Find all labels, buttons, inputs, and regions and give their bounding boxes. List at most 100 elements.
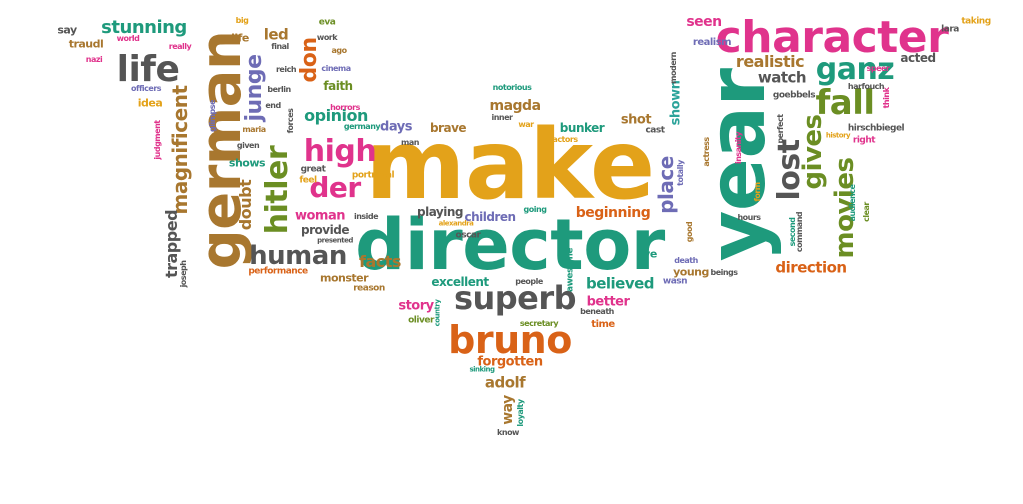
cloud-word-eva: eva bbox=[318, 17, 336, 28]
cloud-word-magda: magda bbox=[489, 98, 541, 114]
cloud-word-shown: shown bbox=[668, 80, 684, 126]
cloud-word-right: right bbox=[852, 135, 876, 146]
cloud-word-faith: faith bbox=[323, 79, 353, 93]
cloud-word-clear: clear bbox=[862, 202, 871, 222]
cloud-word-make: make bbox=[365, 109, 655, 221]
cloud-word-story: story bbox=[398, 298, 434, 314]
cloud-word-hitler: hitler bbox=[260, 145, 295, 235]
cloud-word-joseph: joseph bbox=[179, 260, 188, 288]
cloud-word-bunker: bunker bbox=[559, 121, 605, 135]
cloud-word-think: think bbox=[882, 87, 891, 109]
cloud-word-actors: actors bbox=[552, 135, 578, 144]
cloud-word-taking: taking bbox=[961, 16, 991, 27]
cloud-word-say: say bbox=[57, 23, 77, 37]
cloud-word-man: man bbox=[401, 138, 419, 147]
cloud-word-beneath: beneath bbox=[580, 307, 614, 316]
cloud-word-perfect: perfect bbox=[776, 114, 785, 144]
cloud-word-country: country bbox=[433, 299, 442, 327]
cloud-word-led: led bbox=[263, 25, 289, 44]
cloud-word-der: der bbox=[309, 171, 361, 204]
cloud-word-really: really bbox=[168, 42, 192, 51]
cloud-word-wasn: wasn bbox=[662, 276, 688, 287]
cloud-word-watch: watch bbox=[757, 68, 807, 87]
cloud-word-seen: seen bbox=[686, 14, 722, 30]
cloud-word-cinema: cinema bbox=[321, 64, 351, 73]
cloud-word-traudl: traudl bbox=[68, 37, 104, 51]
cloud-word-war: war bbox=[518, 120, 534, 129]
cloud-word-final: final bbox=[271, 42, 289, 51]
cloud-word-performance: performance bbox=[248, 266, 308, 277]
cloud-word-forgotten: forgotten bbox=[477, 354, 543, 370]
cloud-word-human: human bbox=[249, 241, 347, 271]
cloud-word-place: place bbox=[654, 156, 678, 214]
cloud-word-germany: germany bbox=[343, 122, 381, 131]
cloud-word-form: form bbox=[753, 182, 762, 202]
cloud-word-monster: monster bbox=[319, 271, 369, 285]
cloud-word-adolf: adolf bbox=[484, 373, 526, 392]
cloud-word-trapped: trapped bbox=[162, 209, 181, 279]
cloud-word-horrors: horrors bbox=[330, 103, 360, 112]
cloud-word-way: way bbox=[500, 395, 516, 425]
cloud-word-given: given bbox=[236, 141, 260, 150]
cloud-word-hirschbiegel: hirschbiegel bbox=[847, 123, 905, 134]
cloud-word-stunning: stunning bbox=[101, 17, 187, 38]
cloud-word-direction: direction bbox=[775, 258, 847, 277]
cloud-word-nazi: nazi bbox=[85, 55, 103, 64]
cloud-word-shot: shot bbox=[620, 112, 652, 128]
cloud-word-character: character bbox=[715, 12, 949, 63]
cloud-word-totally: totally bbox=[676, 160, 685, 186]
cloud-word-young: young bbox=[673, 265, 709, 279]
cloud-word-loyalty: loyalty bbox=[516, 399, 525, 427]
cloud-word-awesome: awesome bbox=[565, 247, 576, 293]
cloud-word-actress: actress bbox=[702, 137, 711, 167]
cloud-word-history: history bbox=[825, 131, 851, 140]
cloud-word-magnificent: magnificent bbox=[168, 85, 192, 215]
cloud-word-presented: presented bbox=[317, 236, 353, 245]
cloud-word-audience: audience bbox=[848, 184, 857, 222]
cloud-word-reich: reich bbox=[275, 65, 297, 74]
cloud-word-brave: brave bbox=[429, 121, 467, 135]
cloud-word-officers: officers bbox=[130, 84, 162, 93]
cloud-word-time: time bbox=[591, 319, 615, 330]
cloud-word-cast: cast bbox=[645, 125, 665, 136]
cloud-word-portrayal: portrayal bbox=[351, 170, 395, 181]
cloud-word-realistic: realistic bbox=[735, 52, 805, 71]
cloud-word-big: big bbox=[235, 16, 249, 25]
cloud-word-reason: reason bbox=[353, 283, 385, 294]
cloud-word-modern: modern bbox=[669, 52, 678, 84]
cloud-word-ve: ve bbox=[643, 247, 657, 261]
cloud-word-know: know bbox=[497, 428, 519, 437]
cloud-word-secretary: secretary bbox=[519, 319, 559, 328]
cloud-word-berlin: berlin bbox=[267, 85, 291, 94]
cloud-word-hours: hours bbox=[737, 213, 761, 222]
cloud-word-fall: fall bbox=[815, 83, 875, 123]
cloud-word-junge: junge bbox=[242, 54, 267, 122]
cloud-word-command: command bbox=[795, 211, 804, 253]
cloud-word-idea: idea bbox=[137, 96, 163, 110]
cloud-word-notorious: notorious bbox=[492, 83, 532, 92]
cloud-word-maria: maria bbox=[242, 125, 266, 134]
cloud-word-children: children bbox=[464, 210, 516, 224]
cloud-word-beginning: beginning bbox=[575, 205, 651, 221]
cloud-word-harfouch: harfouch bbox=[847, 82, 885, 91]
cloud-word-glimpse: glimpse bbox=[208, 100, 217, 132]
cloud-word-alexandra: alexandra bbox=[438, 219, 474, 228]
cloud-word-acted: acted bbox=[900, 51, 936, 65]
cloud-word-sinking: sinking bbox=[469, 365, 495, 374]
cloud-word-provide: provide bbox=[301, 223, 349, 237]
cloud-word-speer: speer bbox=[866, 64, 890, 73]
cloud-word-oscar: oscar bbox=[455, 230, 481, 241]
cloud-word-doubt: doubt bbox=[236, 179, 255, 231]
cloud-word-inner: inner bbox=[491, 113, 513, 122]
cloud-word-shows: shows bbox=[228, 156, 266, 170]
cloud-word-oliver: oliver bbox=[408, 315, 434, 326]
cloud-word-woman: woman bbox=[294, 208, 346, 224]
cloud-word-life: life bbox=[116, 49, 180, 90]
cloud-word-realism: realism bbox=[692, 37, 732, 48]
cloud-word-beings: beings bbox=[710, 268, 738, 277]
cloud-word-better: better bbox=[586, 294, 630, 310]
cloud-word-work: work bbox=[316, 33, 338, 42]
cloud-word-forces: forces bbox=[286, 108, 295, 134]
cloud-word-goebbels: goebbels bbox=[772, 90, 816, 101]
